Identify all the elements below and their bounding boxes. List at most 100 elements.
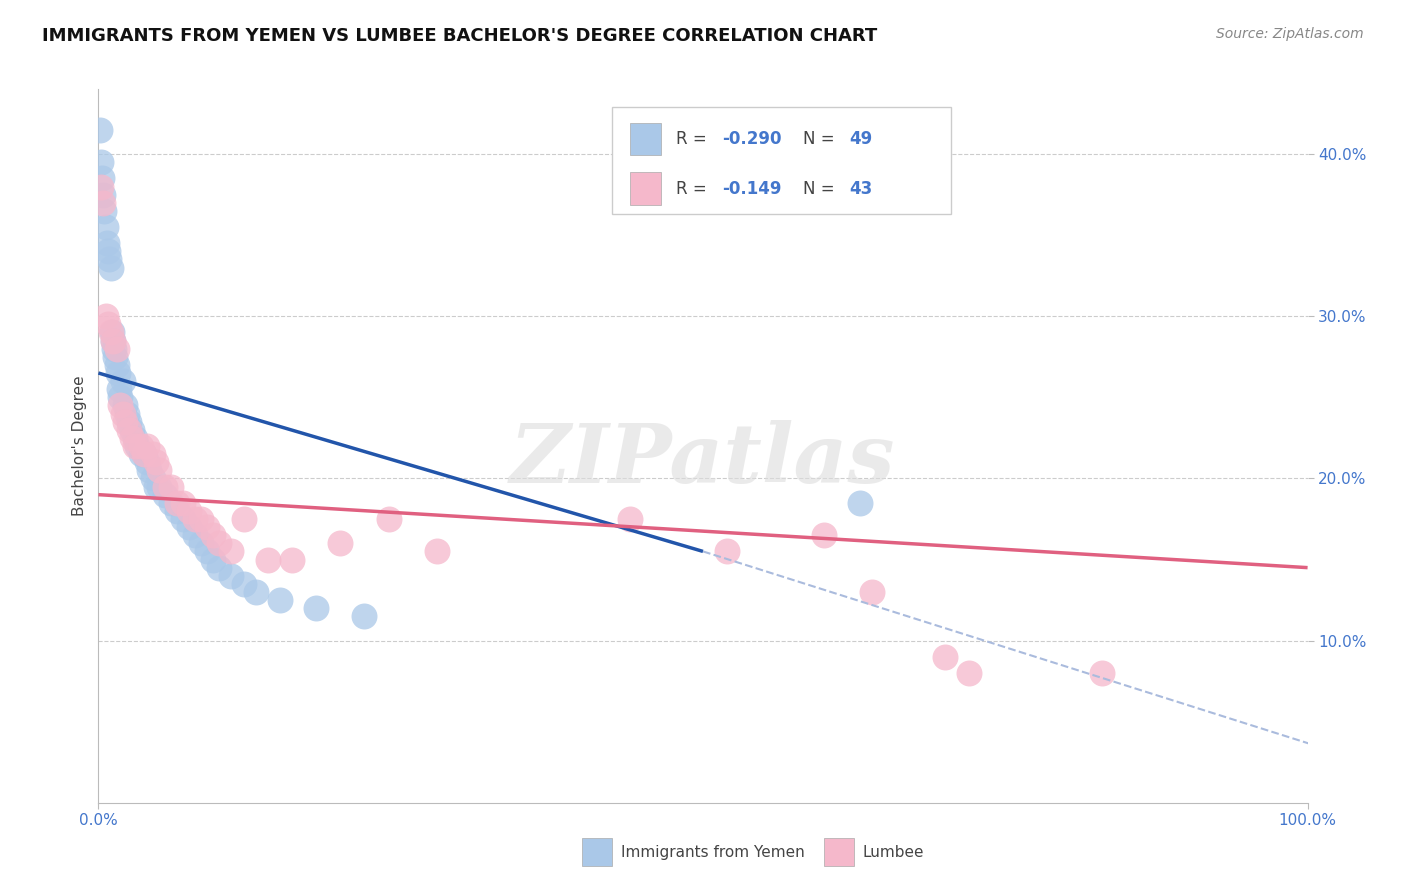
Point (221, 568, 243, 582)
Point (101, 334, 124, 348)
Text: ZIPatlas: ZIPatlas (510, 420, 896, 500)
Point (104, 350, 127, 364)
Text: IMMIGRANTS FROM YEMEN VS LUMBEE BACHELOR'S DEGREE CORRELATION CHART: IMMIGRANTS FROM YEMEN VS LUMBEE BACHELOR… (42, 27, 877, 45)
Point (118, 423, 141, 437)
Point (114, 415, 136, 429)
Text: N =: N = (803, 129, 841, 147)
Point (377, 512, 399, 526)
Text: 43: 43 (849, 179, 873, 197)
Point (134, 447, 156, 461)
Point (96, 236, 118, 251)
Point (90, 179, 112, 194)
Point (97, 244, 120, 259)
Point (105, 358, 128, 372)
Point (124, 431, 146, 445)
Point (716, 544, 738, 558)
Point (353, 609, 375, 624)
Point (148, 463, 170, 477)
Point (269, 593, 291, 607)
Point (232, 577, 254, 591)
Point (142, 447, 165, 461)
Point (100, 260, 122, 275)
Point (166, 496, 188, 510)
Point (195, 520, 218, 534)
Point (103, 342, 125, 356)
Point (91, 195, 114, 210)
Text: Immigrants from Yemen: Immigrants from Yemen (621, 845, 804, 860)
Point (101, 334, 124, 348)
Point (89, 122, 111, 136)
Point (91, 171, 114, 186)
Point (142, 471, 165, 485)
Point (145, 455, 167, 469)
Bar (630, 122, 661, 154)
Point (135, 439, 157, 453)
Point (98, 252, 121, 267)
Point (305, 601, 328, 615)
Text: Lumbee: Lumbee (863, 845, 924, 860)
Point (813, 528, 835, 542)
Bar (582, 838, 613, 865)
Point (1091, 666, 1114, 681)
Point (153, 488, 176, 502)
Point (129, 447, 152, 461)
Point (184, 528, 207, 542)
Point (172, 496, 194, 510)
Bar (824, 838, 855, 865)
Point (93, 203, 115, 218)
Point (91, 187, 114, 202)
Point (121, 423, 143, 437)
Point (100, 326, 122, 340)
Text: -0.149: -0.149 (723, 179, 782, 197)
Point (179, 504, 201, 518)
Text: N =: N = (803, 179, 841, 197)
Point (202, 552, 225, 566)
Point (100, 326, 122, 340)
Text: R =: R = (676, 179, 713, 197)
Point (619, 512, 641, 526)
Point (108, 399, 131, 413)
Point (118, 415, 141, 429)
Point (117, 407, 139, 421)
Point (138, 463, 160, 477)
Point (860, 585, 883, 599)
Bar (630, 172, 661, 204)
Point (153, 479, 176, 493)
Point (127, 439, 149, 453)
Point (172, 512, 194, 526)
Point (148, 479, 170, 493)
Point (129, 439, 152, 453)
Text: -0.290: -0.290 (723, 129, 782, 147)
Point (256, 552, 278, 566)
Point (190, 536, 212, 550)
Point (94, 310, 117, 324)
Point (329, 536, 352, 550)
Point (160, 479, 183, 493)
Point (179, 520, 201, 534)
Point (134, 447, 156, 461)
Point (934, 649, 956, 664)
Point (111, 374, 134, 388)
Point (97, 318, 120, 332)
Point (281, 552, 304, 566)
Point (121, 431, 143, 445)
Point (166, 504, 188, 518)
Point (190, 512, 212, 526)
Point (208, 536, 231, 550)
Point (135, 455, 157, 469)
FancyBboxPatch shape (613, 107, 950, 214)
Point (184, 512, 207, 526)
Point (124, 439, 146, 453)
Point (114, 399, 136, 413)
Point (426, 544, 449, 558)
Point (195, 544, 218, 558)
Text: R =: R = (676, 129, 713, 147)
Point (245, 585, 267, 599)
Point (94, 220, 117, 235)
Point (202, 528, 225, 542)
Point (957, 666, 980, 681)
Y-axis label: Bachelor's Degree: Bachelor's Degree (72, 376, 87, 516)
Text: Source: ZipAtlas.com: Source: ZipAtlas.com (1216, 27, 1364, 41)
Point (849, 496, 872, 510)
Point (145, 479, 167, 493)
